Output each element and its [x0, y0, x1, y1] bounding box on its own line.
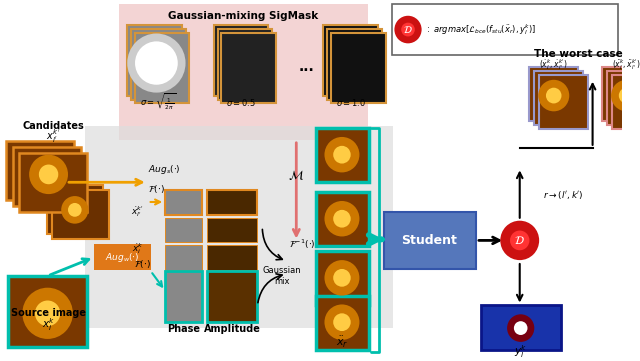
Text: $\mathcal{D}$: $\mathcal{D}$ — [515, 234, 525, 247]
Text: $\dot{x}_{l^\prime}^{k^\prime}$: $\dot{x}_{l^\prime}^{k^\prime}$ — [131, 204, 144, 219]
Text: $y_l^k$: $y_l^k$ — [514, 343, 527, 360]
Text: $\mathcal{F}(\cdot)$: $\mathcal{F}(\cdot)$ — [148, 183, 164, 195]
Bar — [539, 75, 588, 129]
Text: $(\dot{x}_l^k, \dot{x}_{l^\prime}^{k^\prime})$: $(\dot{x}_l^k, \dot{x}_{l^\prime}^{k^\pr… — [540, 57, 568, 73]
Circle shape — [333, 313, 351, 331]
Text: $Aug_s(\cdot)$: $Aug_s(\cdot)$ — [148, 163, 180, 176]
Bar — [316, 296, 369, 350]
Text: $x_{l^\prime}^{k^\prime}$: $x_{l^\prime}^{k^\prime}$ — [46, 127, 61, 145]
Bar — [165, 190, 202, 215]
Bar — [86, 126, 394, 328]
Circle shape — [324, 304, 360, 340]
Bar — [207, 190, 257, 215]
Bar — [131, 29, 186, 100]
Bar — [332, 32, 386, 104]
Circle shape — [324, 260, 360, 296]
Text: Gaussian
mix: Gaussian mix — [262, 266, 301, 286]
Bar — [19, 153, 88, 212]
Bar — [207, 218, 257, 242]
Circle shape — [507, 314, 534, 342]
Circle shape — [35, 300, 60, 326]
Text: $r \to (l^\prime, k^\prime)$: $r \to (l^\prime, k^\prime)$ — [543, 189, 584, 201]
Bar — [135, 32, 189, 104]
Bar — [207, 271, 257, 322]
Bar — [612, 75, 640, 129]
Text: Amplitude: Amplitude — [204, 324, 260, 334]
Text: $(\ddot{x}_l^k, \ddot{x}_{l^\prime}^{k^\prime})$: $(\ddot{x}_l^k, \ddot{x}_{l^\prime}^{k^\… — [612, 57, 640, 73]
Bar — [6, 141, 74, 200]
Bar — [165, 245, 202, 270]
Circle shape — [127, 34, 186, 93]
Circle shape — [324, 201, 360, 236]
Text: The worst case: The worst case — [534, 49, 622, 59]
Circle shape — [510, 231, 529, 250]
Text: $Aug_w(\cdot)$: $Aug_w(\cdot)$ — [105, 251, 140, 264]
Text: Gaussian-mixing SigMask: Gaussian-mixing SigMask — [168, 11, 318, 21]
Bar — [392, 4, 618, 55]
Circle shape — [333, 210, 351, 227]
Text: Source image: Source image — [11, 308, 86, 318]
Text: $\sigma = \sqrt{\frac{1}{2\pi}}$: $\sigma = \sqrt{\frac{1}{2\pi}}$ — [140, 92, 177, 113]
Bar — [323, 25, 378, 96]
Bar — [214, 25, 268, 96]
Text: $\mathcal{F}(\cdot)$: $\mathcal{F}(\cdot)$ — [134, 258, 151, 270]
Circle shape — [394, 16, 422, 43]
Bar — [94, 244, 150, 270]
Bar — [534, 71, 583, 125]
Text: Candidates: Candidates — [22, 121, 84, 131]
Bar — [481, 305, 561, 350]
Text: Student: Student — [401, 234, 458, 247]
Bar — [384, 212, 476, 269]
Bar — [8, 276, 88, 347]
Text: $\sigma = 0.5$: $\sigma = 0.5$ — [226, 97, 256, 108]
Circle shape — [514, 321, 527, 335]
Bar — [602, 67, 640, 121]
Bar — [165, 218, 202, 242]
Bar — [127, 25, 182, 96]
Circle shape — [324, 137, 360, 173]
Bar — [207, 245, 257, 270]
Circle shape — [333, 146, 351, 164]
Text: $x_i^k$: $x_i^k$ — [42, 316, 55, 332]
Text: Phase: Phase — [167, 324, 200, 334]
Text: ...: ... — [298, 60, 314, 74]
Text: $:\; argmax[\mathcal{L}_{bce}(f_{stu}(\ddot{x}_r), y_l^k)]$: $:\; argmax[\mathcal{L}_{bce}(f_{stu}(\d… — [424, 22, 536, 37]
Text: $\mathcal{D}$: $\mathcal{D}$ — [403, 24, 413, 35]
Bar — [316, 251, 369, 305]
Circle shape — [401, 23, 415, 36]
Bar — [13, 147, 81, 206]
Text: $\ddot{x}_r$: $\ddot{x}_r$ — [335, 335, 348, 351]
Circle shape — [61, 196, 88, 224]
Text: $\dot{x}_i^k$: $\dot{x}_i^k$ — [132, 241, 144, 256]
Circle shape — [538, 80, 569, 111]
Bar — [607, 71, 640, 125]
Text: $\mathcal{F}^{-1}(\cdot)$: $\mathcal{F}^{-1}(\cdot)$ — [289, 238, 315, 251]
Circle shape — [135, 42, 178, 85]
Circle shape — [39, 165, 58, 184]
Bar — [52, 190, 109, 239]
FancyArrowPatch shape — [262, 229, 282, 260]
Circle shape — [145, 51, 168, 75]
Bar — [221, 32, 276, 104]
Text: $\sigma = 1.0$: $\sigma = 1.0$ — [335, 97, 366, 108]
Bar — [529, 67, 578, 121]
Bar — [218, 29, 272, 100]
Circle shape — [68, 203, 82, 217]
Circle shape — [500, 221, 539, 260]
FancyArrowPatch shape — [258, 274, 282, 303]
Bar — [316, 128, 369, 182]
Circle shape — [611, 80, 640, 111]
Bar — [328, 29, 382, 100]
Text: $\mathcal{M}$: $\mathcal{M}$ — [288, 168, 305, 182]
Circle shape — [29, 155, 68, 194]
Circle shape — [333, 269, 351, 287]
Bar — [165, 271, 202, 322]
Bar — [47, 185, 103, 235]
Circle shape — [22, 288, 73, 339]
Bar — [316, 192, 369, 246]
Bar — [118, 4, 368, 140]
Circle shape — [546, 88, 561, 104]
Circle shape — [619, 88, 634, 104]
